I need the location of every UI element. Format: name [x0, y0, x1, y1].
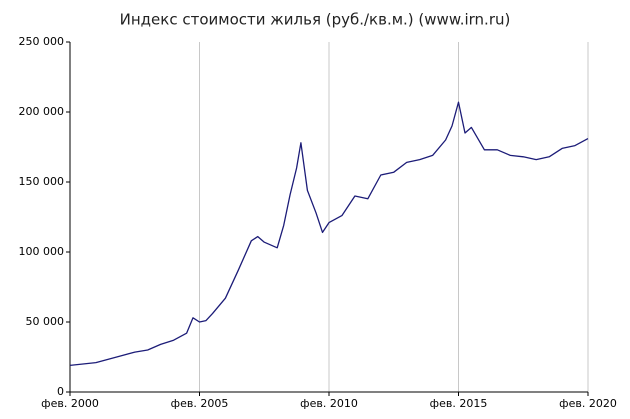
x-tick-label: фев. 2015	[430, 397, 488, 410]
chart-title: Индекс стоимости жилья (руб./кв.м.) (www…	[120, 11, 511, 29]
x-tick-label: фев. 2000	[41, 397, 99, 410]
x-tick-label: фев. 2010	[300, 397, 358, 410]
x-tick-label: фев. 2020	[559, 397, 617, 410]
y-tick-label: 0	[57, 385, 64, 398]
y-tick-label: 250 000	[19, 35, 65, 48]
y-tick-label: 50 000	[26, 315, 65, 328]
y-tick-label: 150 000	[19, 175, 65, 188]
x-tick-label: фев. 2005	[171, 397, 229, 410]
y-tick-label: 100 000	[19, 245, 65, 258]
y-tick-label: 200 000	[19, 105, 65, 118]
data-line	[69, 101, 589, 367]
